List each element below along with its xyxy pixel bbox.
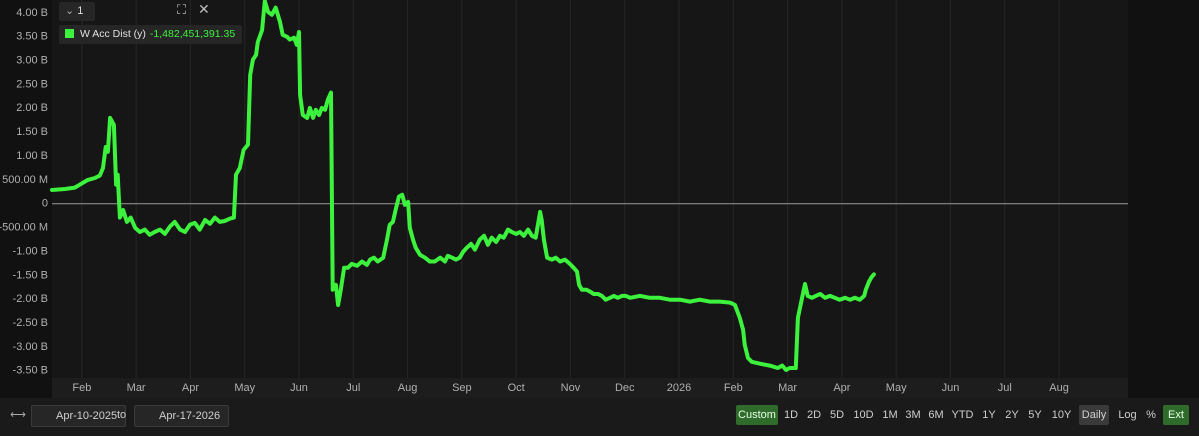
x-tick-label: Feb — [72, 382, 91, 394]
x-tick-label: Mar — [778, 382, 797, 394]
x-tick-label: Jul — [998, 382, 1012, 394]
range-button[interactable]: 1Y — [982, 409, 996, 421]
y-tick-label: -500.00 M — [0, 222, 48, 234]
x-tick-label: May — [234, 382, 255, 394]
data-line — [50, 0, 876, 372]
option[interactable]: % — [1146, 409, 1156, 421]
to-date[interactable]: Apr-17-2026 — [134, 405, 230, 427]
y-tick-label: -1.50 B — [13, 269, 48, 281]
range-button[interactable]: 3M — [905, 409, 921, 421]
legend-swatch — [65, 29, 74, 38]
x-tick-label: Jun — [942, 382, 960, 394]
y-tick-label: 500.00 M — [2, 174, 48, 186]
plot-background — [52, 0, 1128, 378]
y-tick-label: -1.00 B — [13, 245, 48, 257]
x-tick-label: Sep — [452, 382, 472, 394]
legend-label: W Acc Dist (y) — [80, 28, 146, 40]
x-tick-label: Aug — [1049, 382, 1069, 394]
y-tick-label: 2.50 B — [16, 78, 48, 90]
x-tick-label: Apr — [833, 382, 850, 394]
y-tick-label: 0 — [42, 198, 48, 210]
x-tick-label: Jun — [290, 382, 308, 394]
expand-icon[interactable]: ⛶ — [177, 2, 187, 17]
range-button[interactable]: 1M — [882, 409, 898, 421]
chevron: ⌄ — [65, 5, 75, 17]
x-tick-label: Dec — [615, 382, 635, 394]
chart: Feb Mar Apr May Jun Jul Aug Sep Oct Nov Dec 2026 Feb… — [0, 0, 1128, 398]
range-button[interactable]: 5D — [829, 409, 845, 421]
interval[interactable]: Daily — [1079, 405, 1109, 425]
range-button[interactable]: 10Y — [1051, 409, 1072, 421]
y-tick-label: 1.50 B — [16, 126, 48, 138]
pane-selector[interactable]: ⌄ 1 — [59, 2, 95, 21]
y-tick-label: 3.00 B — [16, 55, 48, 67]
x-tick-label: Nov — [561, 382, 581, 394]
range-button[interactable]: 2Y — [1005, 409, 1019, 421]
range-button[interactable]: 1D — [783, 409, 799, 421]
x-tick-label: 2026 — [667, 382, 691, 394]
range-button[interactable]: YTD — [951, 409, 974, 421]
toolbar: ⟷ Apr-10-2025 to Apr-17-2026 Custom 1D 2D 5… — [0, 398, 1199, 436]
legend: W Acc Dist (y) -1,482,451,391.35 — [59, 25, 243, 44]
y-tick-label: -2.00 B — [13, 293, 48, 305]
close-icon[interactable]: ✕ — [198, 1, 210, 17]
x-axis-band — [52, 378, 1128, 398]
y-tick-label: -2.50 B — [13, 317, 48, 329]
x-tick-label: Apr — [182, 382, 199, 394]
from-date[interactable]: Apr-10-2025 — [31, 405, 127, 427]
from-text: Apr-10-2025 — [56, 410, 118, 422]
x-tick-label: Aug — [398, 382, 418, 394]
range-button[interactable]: 10D — [853, 409, 874, 421]
pane-label: 1 — [77, 5, 84, 17]
fit-icon[interactable]: ⟷ — [10, 409, 26, 421]
x-tick-label: Jul — [346, 382, 360, 394]
y-tick-label: 3.50 B — [16, 31, 48, 43]
option[interactable]: Ext — [1163, 405, 1189, 425]
x-tick-label: Mar — [127, 382, 146, 394]
to-label: to — [117, 409, 127, 421]
range-button[interactable]: 5Y — [1028, 409, 1042, 421]
range-button[interactable]: 6M — [928, 409, 944, 421]
y-tick-label: 1.00 B — [16, 150, 48, 162]
range-button[interactable]: 2D — [806, 409, 822, 421]
to-text: Apr-17-2026 — [159, 410, 221, 422]
x-tick-label: Oct — [508, 382, 525, 394]
range-button[interactable]: Custom — [736, 405, 778, 425]
y-tick-label: -3.00 B — [13, 341, 48, 353]
legend-value: -1,482,451,391.35 — [149, 28, 236, 40]
y-tick-label: 2.00 B — [16, 102, 48, 114]
x-tick-label: Feb — [724, 382, 743, 394]
y-tick-label: 4.00 B — [16, 7, 48, 19]
option[interactable]: Log — [1118, 409, 1137, 421]
x-tick-label: May — [886, 382, 907, 394]
y-tick-label: -3.50 B — [13, 365, 48, 377]
